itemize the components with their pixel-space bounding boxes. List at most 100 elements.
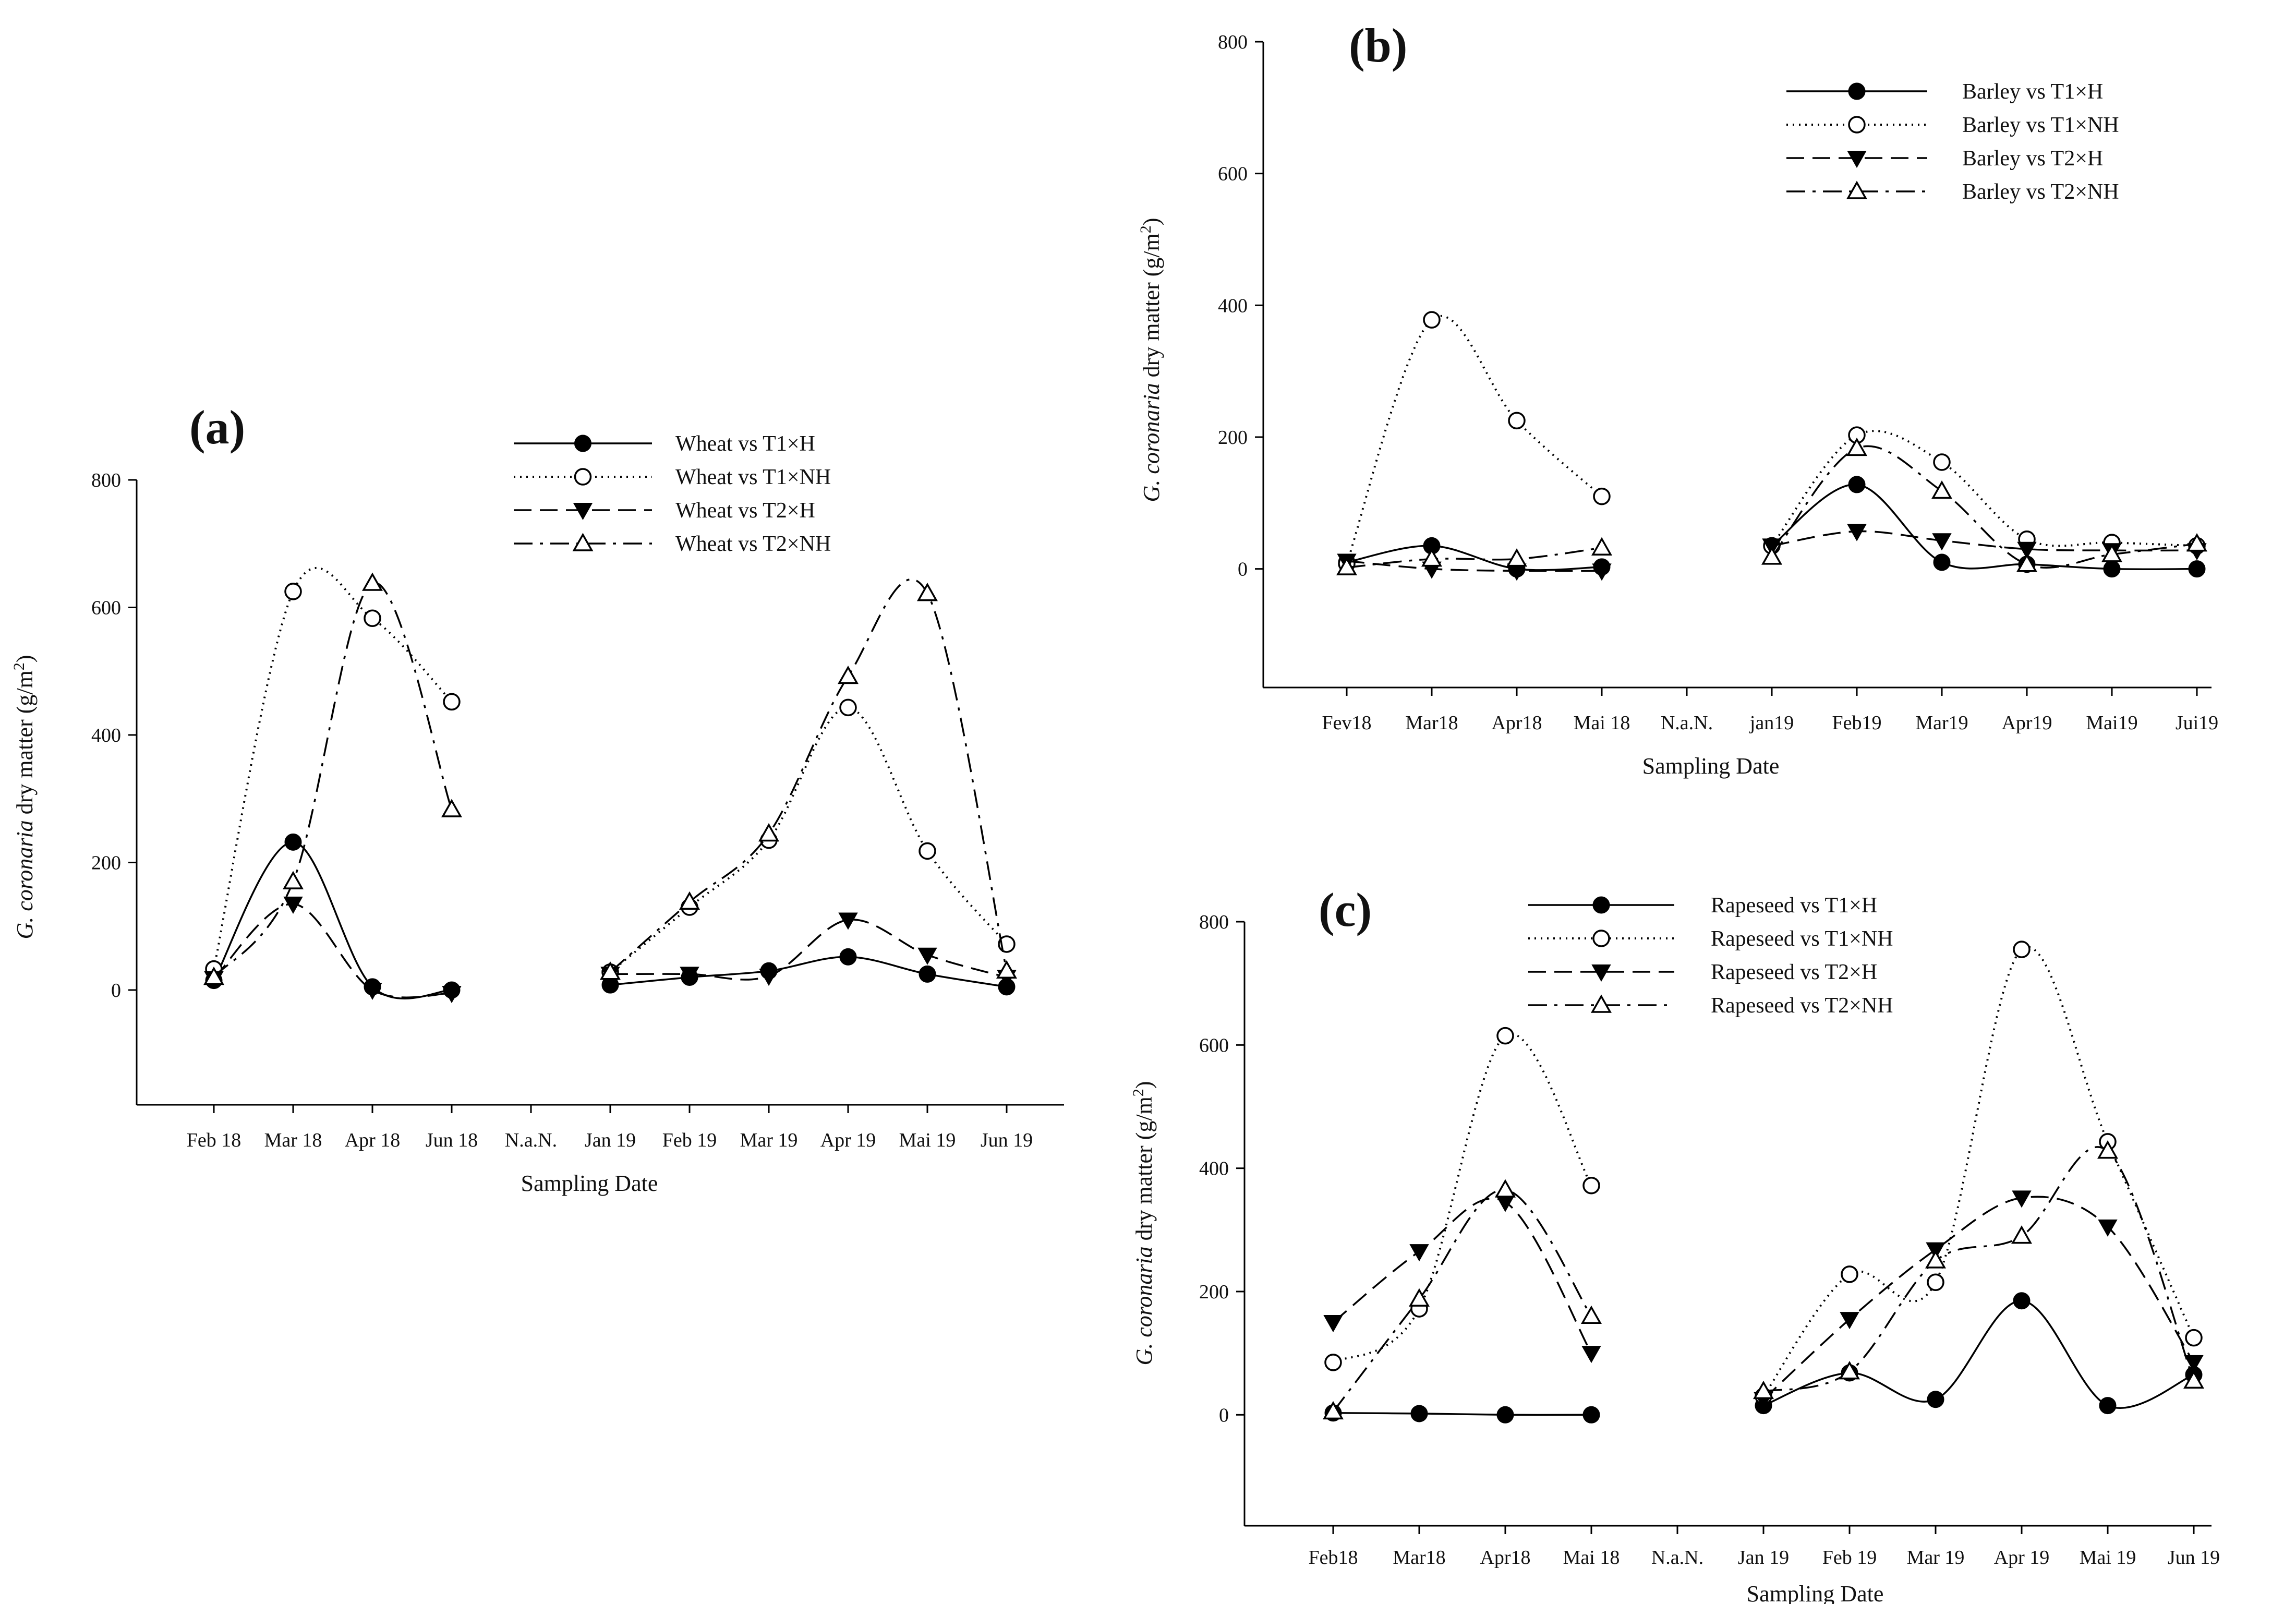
legend-label: Barley vs T2×H	[1962, 147, 2103, 171]
data-point	[443, 693, 461, 711]
series-line	[609, 578, 1008, 973]
data-point	[679, 891, 700, 910]
legend-marker	[1848, 82, 1866, 100]
y-tick-label: 800	[1199, 911, 1229, 933]
data-point	[2012, 1190, 2032, 1208]
series-line	[1762, 1196, 2195, 1401]
x-tick-label: Feb 19	[1822, 1547, 1877, 1569]
y-tick-label: 0	[1238, 559, 1248, 581]
legend-label: Wheat vs T1×H	[675, 432, 815, 456]
y-tick-label: 0	[111, 980, 121, 1002]
x-tick-label: Apr 18	[345, 1129, 401, 1151]
panel-c-legend: Rapeseed vs T1×H Rapeseed vs T1×NH Rapesee…	[1528, 894, 1893, 1018]
x-tick-label: Mar 18	[264, 1129, 322, 1151]
legend-marker	[572, 533, 594, 551]
data-point	[1927, 1391, 1944, 1408]
data-point	[282, 871, 304, 889]
x-tick-label: Jun 19	[981, 1129, 1033, 1151]
data-point	[1591, 537, 1613, 556]
y-tick-label: 400	[91, 725, 121, 746]
series-line	[1763, 1299, 2194, 1409]
y-tick-label: 200	[1218, 427, 1248, 449]
series-line	[1346, 315, 1603, 564]
data-point	[1933, 553, 1951, 571]
data-point	[1580, 1305, 1602, 1324]
panel-b-legend: Barley vs T1×H Barley vs T1×NH Barley vs T…	[1786, 80, 2119, 204]
data-point	[996, 960, 1018, 979]
x-tick-label: Feb 18	[187, 1129, 241, 1151]
y-tick-label: 600	[1199, 1034, 1229, 1056]
x-tick-label: Mai 18	[1574, 712, 1630, 734]
data-point	[1496, 1027, 1514, 1045]
x-tick-label: Apr18	[1480, 1547, 1530, 1569]
panel-a-x-axis-title: Sampling Date	[521, 1171, 658, 1196]
data-point	[1925, 1250, 1947, 1269]
data-point	[2097, 1140, 2119, 1159]
data-point	[284, 833, 302, 851]
data-point	[2101, 544, 2123, 562]
x-tick-label: Feb 19	[662, 1129, 717, 1151]
y-tick-label: 0	[1219, 1404, 1229, 1426]
x-tick-label: Mai19	[2086, 712, 2137, 734]
series-4	[1322, 1140, 2205, 1420]
data-point	[2183, 1370, 2205, 1389]
x-tick-label: N.a.N.	[1661, 712, 1713, 734]
data-point	[1409, 1244, 1429, 1262]
data-point	[839, 948, 857, 966]
data-point	[2186, 533, 2208, 552]
data-point	[1324, 1354, 1342, 1371]
series-2	[1338, 311, 2206, 573]
data-point	[2103, 560, 2121, 578]
data-point	[1322, 1401, 1344, 1420]
data-point	[2011, 1225, 2033, 1244]
y-tick-label: 400	[1218, 295, 1248, 317]
data-point	[1421, 548, 1443, 567]
x-tick-label: Feb19	[1832, 712, 1882, 734]
series-3	[1337, 524, 2207, 581]
x-tick-label: Mar 19	[1907, 1547, 1965, 1569]
panel-a-y-axis-title: G. coronaria dry matter (g/m2)	[10, 655, 38, 939]
x-tick-label: N.a.N.	[505, 1129, 557, 1151]
data-point	[2017, 541, 2037, 559]
x-tick-label: Mai 18	[1563, 1547, 1620, 1569]
x-tick-label: Apr 19	[1994, 1547, 2050, 1569]
legend-label: Barley vs T2×NH	[1962, 180, 2119, 204]
x-tick-label: Jun 18	[426, 1129, 478, 1151]
legend-label: Wheat vs T1×NH	[675, 465, 831, 489]
panel-a-plot-area: 0 200 400 600 800 Feb 18 Mar 18 Apr 18 Jun 18 N.a…	[91, 469, 1064, 1151]
series-line	[1346, 547, 1602, 569]
data-point	[759, 969, 779, 986]
x-tick-label: jan19	[1749, 712, 1794, 734]
panel-b-plot-area: 0 200 400 600 800 Fev18 Mar18 Apr18 Mai 18 N.a.N.…	[1218, 31, 2218, 734]
data-point	[1839, 1361, 1860, 1380]
data-point	[1840, 1312, 1859, 1330]
x-tick-label: Jan 19	[585, 1129, 636, 1151]
x-tick-label: Apr18	[1491, 712, 1542, 734]
legend-label: Wheat vs T2×NH	[675, 532, 831, 556]
data-point	[2185, 1329, 2203, 1347]
x-tick-label: Mar18	[1393, 1547, 1445, 1569]
x-tick-label: Feb18	[1309, 1547, 1358, 1569]
x-tick-label: Mai 19	[899, 1129, 956, 1151]
data-point	[362, 982, 382, 1000]
legend-marker	[574, 468, 592, 486]
data-point	[837, 665, 859, 684]
legend-marker	[1848, 116, 1866, 134]
x-tick-label: Fev18	[1322, 712, 1372, 734]
series-line	[213, 841, 452, 1000]
data-point	[2098, 1219, 2118, 1237]
data-point	[1581, 1346, 1601, 1364]
data-point	[680, 967, 699, 984]
panel-c-label: (c)	[1319, 883, 1372, 936]
series-line	[1346, 545, 1602, 571]
data-point	[838, 912, 858, 930]
series-4	[1336, 437, 2208, 575]
data-point	[1841, 1265, 1858, 1283]
series-line	[1332, 1198, 1592, 1354]
y-tick-label: 400	[1199, 1158, 1229, 1180]
data-point	[1494, 1179, 1516, 1198]
legend-marker	[573, 503, 593, 521]
data-point	[441, 799, 463, 817]
legend-marker	[1592, 896, 1610, 914]
